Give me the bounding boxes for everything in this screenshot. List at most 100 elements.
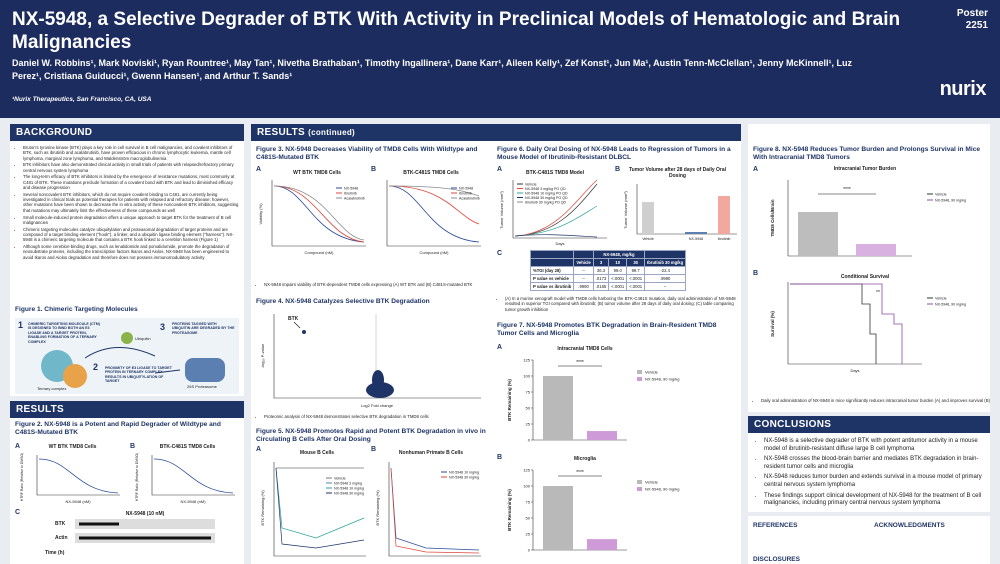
axis-label: Tumor Volume (mm³) xyxy=(499,191,504,229)
legend-label: Ibrutinib xyxy=(344,191,357,195)
row-header: P value vs ibrutinib xyxy=(529,282,575,291)
panel-label: B xyxy=(615,166,621,173)
axes xyxy=(388,462,481,557)
axis-label: -log₁₀ P-value xyxy=(260,343,265,368)
bar xyxy=(543,376,573,440)
y-tick-label: 50 xyxy=(526,405,531,410)
legend-swatch xyxy=(637,370,642,374)
table-header: 3 xyxy=(592,258,610,267)
step-text: PROXIMITY OF E3 LIGASE TO TARGET PROTEIN… xyxy=(105,366,172,384)
axis-label: Viability (%) xyxy=(258,203,263,225)
figure-title: Figure 8. NX-5948 Reduces Tumor Burden a… xyxy=(753,146,981,161)
y-tick-label: 125 xyxy=(523,467,530,472)
diagram-label: Ternary complex xyxy=(37,386,66,391)
legend-label: Acalabrutinib xyxy=(344,196,365,200)
panel-label: A xyxy=(15,443,21,450)
panel-title: Microglia xyxy=(574,456,596,462)
table-header xyxy=(644,250,687,259)
section-heading: BACKGROUND xyxy=(10,124,244,141)
bullet: These findings support clinical developm… xyxy=(764,493,984,508)
curve xyxy=(38,458,119,494)
axes xyxy=(271,180,366,247)
panel-title: BTK-C481S TMD8 Model xyxy=(525,170,585,176)
panel-title: Intracranial Tumor Burden xyxy=(833,166,897,172)
panel-label: A xyxy=(256,166,262,173)
curve xyxy=(388,185,480,243)
panel-label: B xyxy=(371,446,377,453)
significance: **** xyxy=(576,360,584,366)
plot-a: HTRF Ratio (Relative to DMSO) NX-5948 (n… xyxy=(20,453,120,504)
axes xyxy=(787,282,922,365)
curve xyxy=(273,185,365,243)
poster-label: Poster xyxy=(956,8,988,19)
heading-text: RESULTS xyxy=(257,127,306,138)
bar xyxy=(798,212,838,256)
table-cell: -- xyxy=(644,282,687,291)
legend-label: Acalabrutinib xyxy=(459,196,480,200)
figure8-charts: **** TMD8 Cells/Brain ** Survival (%) Da… xyxy=(770,180,966,373)
axis-label: BTK Remaining (%) xyxy=(507,379,512,421)
title: NX-5948, a Selective Degrader of BTK Wit… xyxy=(12,9,901,53)
panel-label: B xyxy=(753,270,759,277)
axis-label: BTK Remaining (%) xyxy=(507,489,512,531)
survival-line xyxy=(790,283,877,364)
bar xyxy=(587,539,617,550)
group-label: Vehicle xyxy=(642,237,654,241)
figure-title: Figure 5. NX-5948 Promotes Rapid and Pot… xyxy=(256,428,486,443)
panel-label: B xyxy=(497,454,503,461)
legend-swatch xyxy=(637,487,642,491)
curve xyxy=(388,185,480,197)
bar xyxy=(587,431,617,440)
group-labels: Vehicle NX-5948 Ibrutinib xyxy=(642,237,730,241)
step-text: CHIMERIC TARGETING MOLECULE (CTM) IS DES… xyxy=(28,322,101,344)
curve xyxy=(388,185,480,225)
axis-label: Log2 Fold change xyxy=(361,403,394,408)
panel-label: A xyxy=(753,166,759,173)
table-cell: 99.7 xyxy=(626,266,646,275)
acknowledgments-heading: ACKNOWLEDGMENTS xyxy=(874,522,945,529)
footer-panel: REFERENCES ACKNOWLEDGMENTS DISCLOSURES xyxy=(748,516,990,564)
conclusions-panel: CONCLUSIONS NX-5948 is a selective degra… xyxy=(748,416,990,512)
bullet: Daily oral administration of NX-5948 in … xyxy=(761,398,993,403)
axes xyxy=(36,455,120,496)
legend-label: NX-5948 10 mg/kg xyxy=(334,486,364,490)
legend-label: NX-5948 xyxy=(344,186,358,190)
curve xyxy=(514,234,598,238)
row-header: P value vs vehicle xyxy=(529,274,575,283)
axis-label: HTRF Ratio (Relative to DMSO) xyxy=(135,453,139,501)
step-number: 1 xyxy=(18,320,23,330)
curve xyxy=(153,458,234,494)
bar xyxy=(718,196,730,234)
axis-label: HTRF Ratio (Relative to DMSO) xyxy=(20,453,24,501)
table-cell: -22.4 xyxy=(644,266,687,275)
table-row: P value vs ibrutinib .9990.0165 <.0001 <.00… xyxy=(529,282,687,291)
bullet: Proteomic analysis of NX-5948 demonstrat… xyxy=(264,414,494,419)
axis-label: Compound (nM) xyxy=(420,250,450,255)
bar xyxy=(685,232,707,234)
panel-label: A xyxy=(497,344,503,351)
step-number: 3 xyxy=(160,322,165,332)
bar xyxy=(856,244,896,256)
table-cell: .0173 xyxy=(592,274,610,283)
legend-label: NX-5948, 90 mg/kg xyxy=(935,198,966,202)
panel-title: BTK-C481S TMD8 Cells xyxy=(159,444,216,450)
figure3-curves: Viability (%) Compound (nM) Compound (nM… xyxy=(258,180,481,255)
bar-chart: 0 25 50 75 100 125 BTK Remaining (%) Vehicle NX-… xyxy=(507,357,679,442)
panel-title: Nonhuman Primate B Cells xyxy=(398,450,464,456)
panel-title: Conditional Survival xyxy=(840,274,890,280)
axes xyxy=(273,314,481,399)
curve xyxy=(275,467,365,539)
background-panel: BACKGROUND Bruton's tyrosine kinase (BTK… xyxy=(10,124,244,396)
axis-label: NX-5948 (nM) xyxy=(180,499,206,504)
authors: Daniel W. Robbins¹, Mark Noviski¹, Ryan … xyxy=(12,58,852,81)
diagram-label: Ubiquitin xyxy=(135,336,151,341)
legend-label: NX-5948 3 mg/kg xyxy=(334,481,362,485)
affiliation: ¹Nurix Therapeutics, San Francisco, CA, … xyxy=(12,96,152,103)
curve xyxy=(275,467,365,549)
bullet: Although some cereblon-binding drugs, su… xyxy=(23,244,239,260)
significance: **** xyxy=(576,470,584,476)
bullet: NX-5948 is a selective degrader of BTK w… xyxy=(764,438,984,453)
survival-line xyxy=(790,283,903,364)
bullet: BTK inhibitors have also demonstrated cl… xyxy=(23,162,239,173)
